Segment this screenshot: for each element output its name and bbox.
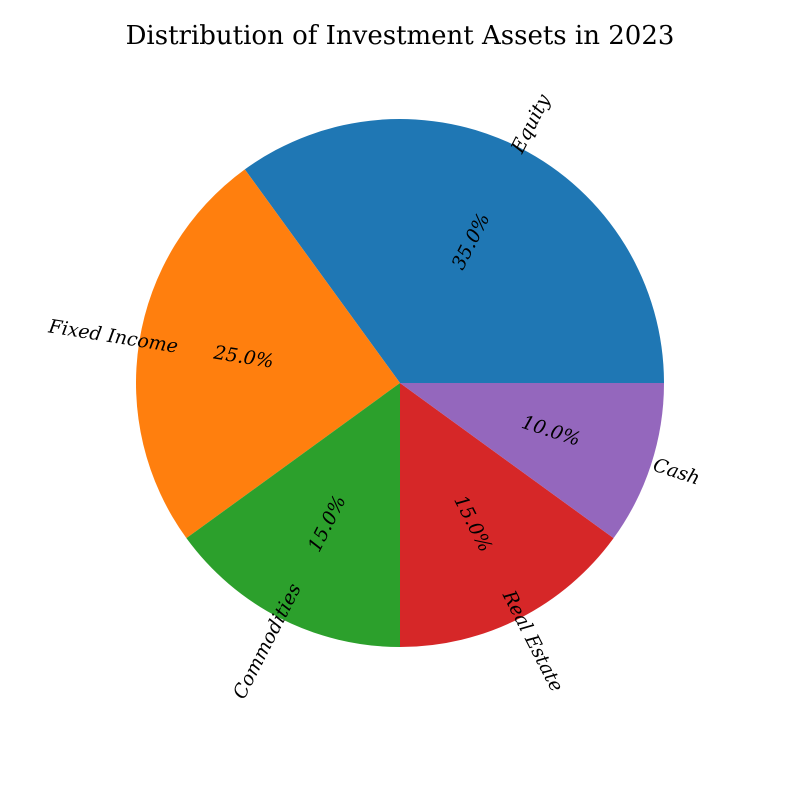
slice-label-equity: Equity bbox=[506, 91, 555, 158]
pie-slice-cash bbox=[400, 383, 664, 539]
chart-title: Distribution of Investment Assets in 202… bbox=[126, 21, 675, 51]
pie-slice-fixed-income bbox=[135, 169, 400, 539]
slice-label-cash: Cash bbox=[650, 454, 702, 490]
pie-slice-real-estate bbox=[400, 383, 614, 648]
pie-slice-commodities bbox=[186, 383, 400, 647]
pie-slices bbox=[135, 119, 664, 648]
pie-slice-equity bbox=[244, 119, 664, 383]
